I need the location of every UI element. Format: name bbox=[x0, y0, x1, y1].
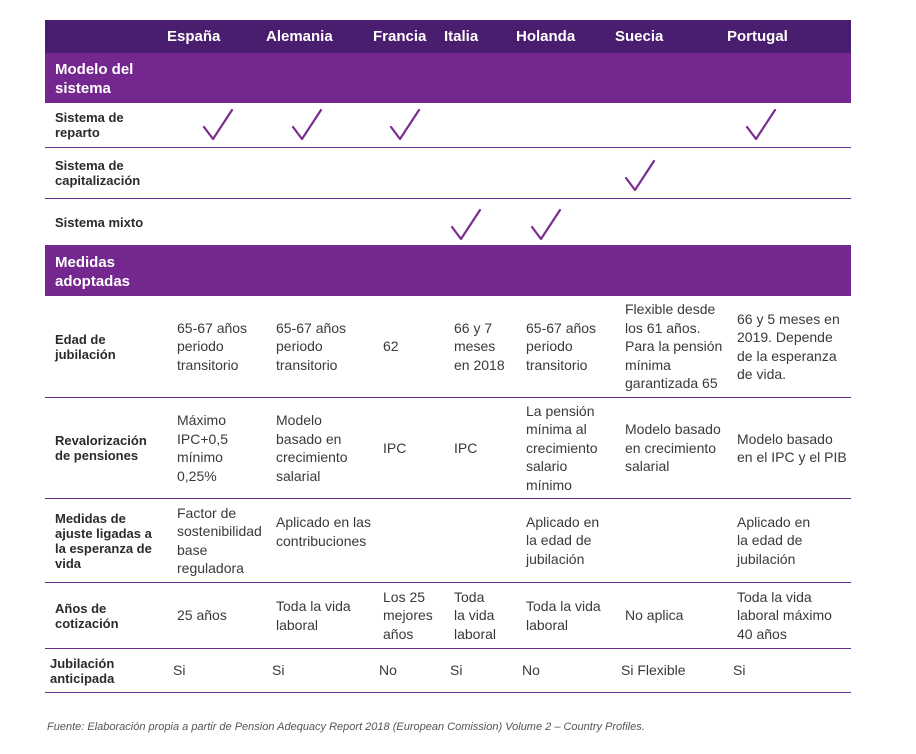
table-header: España Alemania Francia Italia Holanda S… bbox=[45, 20, 851, 53]
col-italia: Italia bbox=[444, 28, 479, 45]
check-icon bbox=[202, 108, 234, 141]
cell-holanda: La pensión mínima al crecimiento salario… bbox=[526, 402, 598, 493]
row-sistema-mixto: Sistema mixto bbox=[45, 199, 851, 246]
cell-portugal: Modelo basado en el IPC y el PIB bbox=[737, 430, 847, 466]
cell-francia: 62 bbox=[383, 338, 399, 355]
cell-alemania: 65-67 años periodo transitorio bbox=[276, 319, 347, 373]
cell-francia: Los 25 mejores años bbox=[383, 588, 433, 642]
cell-suecia: Modelo basado en crecimiento salarial bbox=[625, 421, 721, 475]
check-icon bbox=[291, 108, 323, 141]
cell-alemania: Toda la vida laboral bbox=[276, 598, 351, 633]
row-sistema-capitalizacion: Sistema de capitalización bbox=[45, 148, 851, 199]
cell-italia: Toda la vida laboral bbox=[454, 588, 497, 642]
row-ajuste-esperanza-vida: Medidas de ajuste ligadas a la esperanza… bbox=[45, 499, 851, 583]
row-jubilacion-anticipada: Jubilación anticipada Si Si No Si No Si … bbox=[45, 649, 851, 693]
cell-espana: 65-67 años periodo transitorio bbox=[177, 319, 248, 373]
cell-alemania: Si bbox=[272, 662, 285, 679]
col-espana: España bbox=[167, 28, 221, 45]
check-icon bbox=[745, 108, 777, 141]
cell-holanda: Toda la vida laboral bbox=[526, 598, 601, 633]
section-modelo-sistema: Modelo del sistema bbox=[45, 53, 851, 103]
cell-holanda: Aplicado en la edad de jubilación bbox=[526, 513, 600, 567]
cell-suecia: No aplica bbox=[625, 607, 684, 624]
check-icon bbox=[389, 108, 421, 141]
check-icon bbox=[530, 208, 562, 241]
col-francia: Francia bbox=[373, 28, 427, 45]
section-title-modelo: Modelo del sistema bbox=[55, 61, 134, 97]
check-icon bbox=[624, 159, 656, 192]
cell-suecia: Si Flexible bbox=[621, 662, 686, 679]
row-edad-jubilacion: Edad de jubilación 65-67 años periodo tr… bbox=[45, 296, 851, 398]
col-holanda: Holanda bbox=[516, 28, 576, 45]
cell-alemania: Aplicado en las contribuciones bbox=[276, 514, 371, 549]
cell-espana: Factor de sostenibilidad base reguladora bbox=[177, 504, 262, 577]
cell-espana: Máximo IPC+0,5 mínimo 0,25% bbox=[177, 412, 228, 484]
row-label: Revalorización de pensiones bbox=[55, 433, 147, 463]
cell-italia: 66 y 7 meses en 2018 bbox=[454, 319, 505, 373]
col-portugal: Portugal bbox=[727, 28, 788, 45]
cell-francia: IPC bbox=[383, 439, 407, 456]
row-label: Sistema de reparto bbox=[55, 110, 124, 140]
cell-holanda: No bbox=[522, 662, 540, 679]
check-icon bbox=[450, 208, 482, 241]
cell-espana: Si bbox=[173, 662, 186, 679]
cell-italia: IPC bbox=[454, 439, 478, 456]
row-revalorizacion: Revalorización de pensiones Máximo IPC+0… bbox=[45, 398, 851, 499]
row-label: Jubilación anticipada bbox=[50, 655, 115, 686]
row-label: Sistema de capitalización bbox=[55, 158, 141, 188]
row-label: Edad de jubilación bbox=[55, 331, 116, 362]
row-label: Sistema mixto bbox=[55, 214, 144, 230]
col-alemania: Alemania bbox=[266, 28, 333, 45]
cell-espana: 25 años bbox=[177, 607, 227, 624]
cell-francia: No bbox=[379, 662, 397, 679]
pension-systems-table: España Alemania Francia Italia Holanda S… bbox=[45, 20, 851, 693]
cell-portugal: Si bbox=[733, 662, 746, 679]
cell-suecia: Flexible desde los 61 años. Para la pens… bbox=[625, 301, 723, 392]
col-suecia: Suecia bbox=[615, 28, 664, 45]
cell-alemania: Modelo basado en crecimiento salarial bbox=[276, 412, 348, 484]
cell-holanda: 65-67 años periodo transitorio bbox=[526, 319, 597, 373]
cell-portugal: 66 y 5 meses en 2019. Depende de la espe… bbox=[737, 310, 840, 383]
row-sistema-reparto: Sistema de reparto bbox=[45, 103, 851, 148]
source-note: Fuente: Elaboración propia a partir de P… bbox=[47, 721, 645, 733]
section-medidas-adoptadas: Medidas adoptadas bbox=[45, 246, 851, 296]
cell-portugal: Aplicado en la edad de jubilación bbox=[737, 513, 811, 567]
row-anos-cotizacion: Años de cotización 25 años Toda la vida … bbox=[45, 583, 851, 649]
cell-italia: Si bbox=[450, 662, 463, 679]
section-title-medidas: Medidas adoptadas bbox=[55, 254, 131, 290]
row-label: Medidas de ajuste ligadas a la esperanza… bbox=[55, 510, 152, 571]
cell-portugal: Toda la vida laboral máximo 40 años bbox=[737, 588, 832, 642]
row-label: Años de cotización bbox=[55, 600, 119, 631]
